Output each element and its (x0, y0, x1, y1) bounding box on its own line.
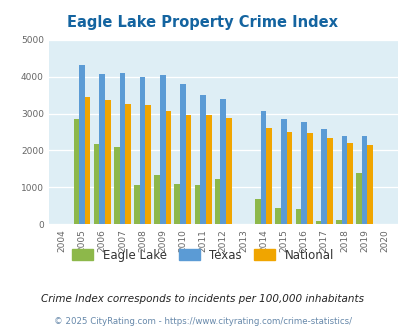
Bar (200, 95, 205, 224)
Bar (361, 136, 367, 224)
Bar (160, 76, 165, 224)
Bar (185, 115, 191, 224)
Bar (139, 77, 145, 224)
Bar (134, 185, 139, 224)
Bar (306, 133, 312, 224)
Bar (280, 119, 286, 224)
Text: © 2025 CityRating.com - https://www.cityrating.com/crime-statistics/: © 2025 CityRating.com - https://www.city… (54, 317, 351, 326)
Bar (355, 173, 361, 224)
Bar (321, 129, 326, 224)
Bar (194, 185, 200, 224)
Bar (85, 97, 90, 224)
Bar (346, 144, 352, 224)
Bar (266, 128, 271, 224)
Bar (94, 144, 99, 224)
Bar (301, 122, 306, 224)
Bar (341, 136, 346, 224)
Bar (286, 132, 292, 224)
Bar (165, 111, 171, 224)
Bar (125, 104, 130, 224)
Bar (99, 74, 105, 224)
Bar (180, 84, 185, 224)
Bar (226, 117, 231, 224)
Bar (367, 145, 372, 224)
Bar (335, 219, 341, 224)
Bar (205, 115, 211, 224)
Bar (275, 208, 280, 224)
Bar (326, 138, 332, 224)
Bar (79, 65, 85, 224)
Bar (295, 209, 301, 224)
Legend: Eagle Lake, Texas, National: Eagle Lake, Texas, National (67, 244, 338, 266)
Bar (174, 184, 180, 224)
Bar (154, 175, 160, 224)
Bar (214, 179, 220, 224)
Bar (260, 111, 266, 224)
Bar (73, 119, 79, 224)
Bar (114, 147, 119, 224)
Text: Crime Index corresponds to incidents per 100,000 inhabitants: Crime Index corresponds to incidents per… (41, 294, 364, 304)
Bar (105, 100, 111, 224)
Bar (315, 221, 321, 224)
Bar (119, 73, 125, 224)
Bar (255, 199, 260, 224)
Bar (145, 105, 151, 224)
Bar (220, 99, 226, 224)
Text: Eagle Lake Property Crime Index: Eagle Lake Property Crime Index (67, 15, 338, 30)
